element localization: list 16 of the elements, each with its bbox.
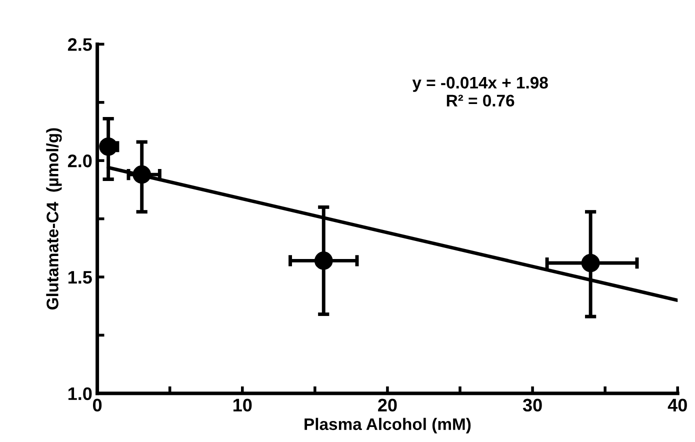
- y-tick-label: 1.0: [68, 387, 92, 400]
- point: [99, 137, 118, 156]
- y-tick-label: 2.0: [68, 154, 92, 168]
- point: [132, 165, 152, 184]
- x-tick-label: 0: [92, 398, 102, 412]
- y-axis-title: Glutamate-C4 (µmol/g): [46, 128, 62, 310]
- point: [581, 254, 600, 272]
- x-tick-label: 20: [378, 398, 397, 412]
- y-tick-label: 2.5: [68, 38, 92, 51]
- point: [314, 252, 333, 270]
- x-tick-label: 30: [522, 398, 542, 412]
- x-tick-label: 40: [668, 398, 687, 412]
- y-tick-label: 1.5: [68, 271, 92, 284]
- annotation: y = -0.014x + 1.98 R² = 0.76: [412, 76, 548, 107]
- x-axis-title: Plasma Alcohol (mM): [304, 418, 471, 434]
- x-tick-label: 10: [233, 398, 252, 412]
